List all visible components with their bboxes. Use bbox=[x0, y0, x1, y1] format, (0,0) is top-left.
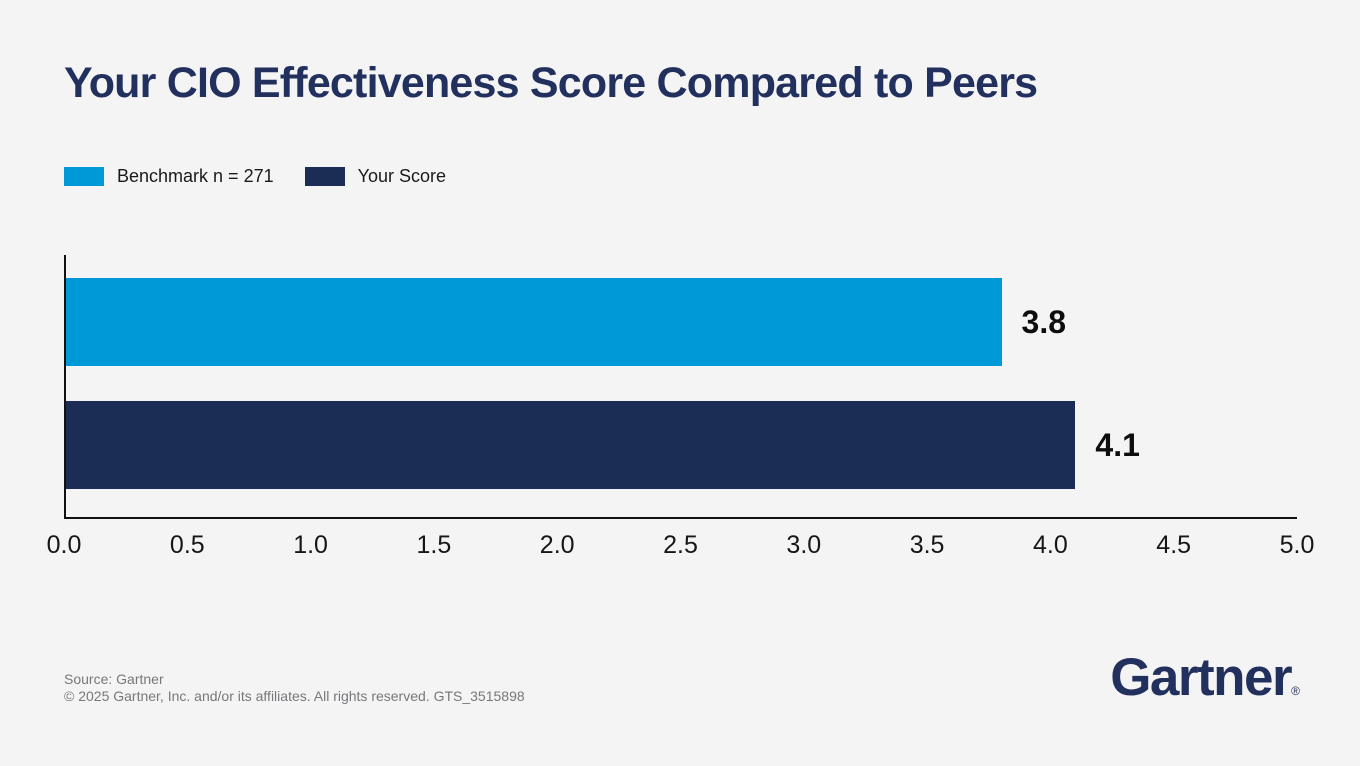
x-axis-tick-label: 2.5 bbox=[663, 531, 698, 559]
your-score-bar-row: 4.1 bbox=[66, 401, 1297, 489]
footer-text: Source: Gartner © 2025 Gartner, Inc. and… bbox=[64, 671, 525, 705]
x-axis: 0.0 0.5 1.0 1.5 2.0 2.5 3.0 3.5 4.0 4.5 5.0 bbox=[47, 531, 1315, 563]
source-line: Source: Gartner bbox=[64, 671, 164, 687]
your-score-value-label: 4.1 bbox=[1095, 426, 1140, 463]
x-axis-tick-label: 4.5 bbox=[1156, 531, 1192, 559]
x-axis-tick-label: 1.0 bbox=[293, 531, 328, 559]
benchmark-bar bbox=[66, 278, 1002, 366]
benchmark-value-label: 3.8 bbox=[1021, 303, 1067, 340]
legend: Benchmark n = 271 Your Score bbox=[64, 166, 446, 187]
legend-item-benchmark: Benchmark n = 271 bbox=[64, 166, 274, 187]
your-score-swatch bbox=[304, 167, 345, 186]
your-score-bar bbox=[66, 401, 1076, 489]
x-axis-tick-label: 3.0 bbox=[786, 531, 822, 559]
benchmark-bar-row: 3.8 bbox=[66, 278, 1297, 366]
chart-title: Your CIO Effectiveness Score Compared to… bbox=[64, 59, 1038, 107]
x-axis-tick-label: 4.0 bbox=[1033, 531, 1068, 559]
gartner-logo-text: Gartner bbox=[1110, 648, 1292, 707]
gartner-logo: Gartner® bbox=[1110, 651, 1300, 704]
copyright-line: © 2025 Gartner, Inc. and/or its affiliat… bbox=[64, 688, 525, 704]
x-axis-tick-label: 1.5 bbox=[416, 531, 452, 559]
x-axis-tick-label: 5.0 bbox=[1279, 531, 1315, 559]
registered-trademark-icon: ® bbox=[1291, 684, 1300, 698]
legend-item-your-score: Your Score bbox=[304, 166, 447, 187]
x-axis-tick-label: 0.5 bbox=[169, 531, 205, 559]
plot-area: 3.8 4.1 bbox=[64, 255, 1297, 519]
x-axis-tick-label: 2.0 bbox=[539, 531, 575, 559]
benchmark-swatch bbox=[64, 167, 104, 186]
benchmark-legend-label: Benchmark n = 271 bbox=[117, 166, 274, 186]
x-axis-tick-label: 0.0 bbox=[46, 531, 82, 559]
your-score-legend-label: Your Score bbox=[357, 166, 447, 186]
x-axis-tick-label: 3.5 bbox=[909, 531, 945, 559]
